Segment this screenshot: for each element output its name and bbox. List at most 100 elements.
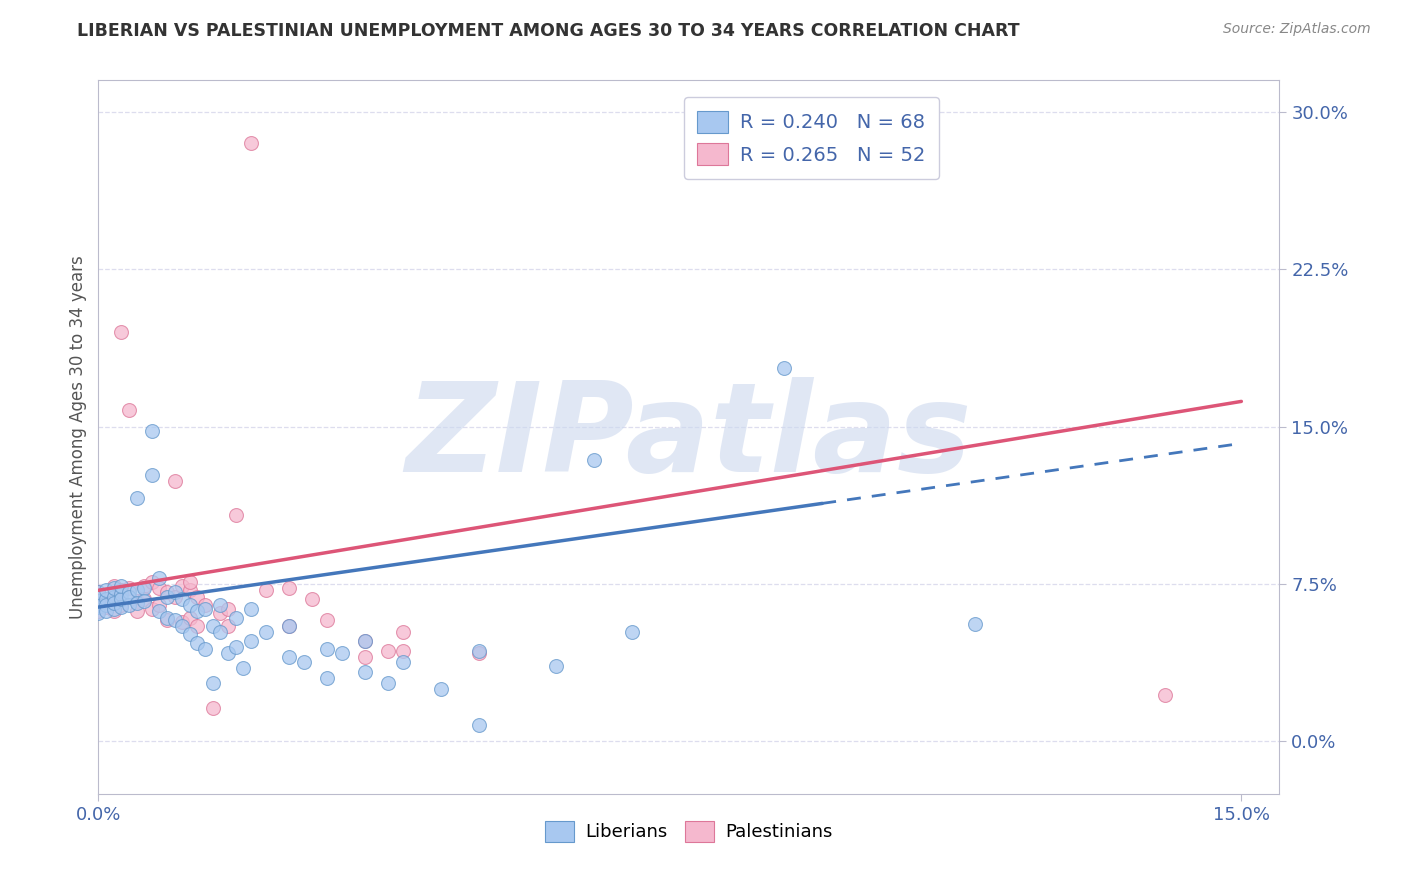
Point <box>277 619 299 633</box>
Point <box>156 590 179 604</box>
Point <box>377 644 399 658</box>
Point <box>316 642 339 657</box>
Point <box>225 640 247 654</box>
Point <box>194 642 217 657</box>
Point <box>156 610 179 624</box>
Point <box>172 619 194 633</box>
Point <box>194 602 217 616</box>
Point <box>468 644 491 658</box>
Point <box>141 574 163 589</box>
Point <box>239 136 262 151</box>
Point <box>316 613 339 627</box>
Text: Source: ZipAtlas.com: Source: ZipAtlas.com <box>1223 22 1371 37</box>
Point <box>217 619 239 633</box>
Point <box>141 424 163 438</box>
Point <box>1154 688 1177 702</box>
Y-axis label: Unemployment Among Ages 30 to 34 years: Unemployment Among Ages 30 to 34 years <box>69 255 87 619</box>
Point <box>172 591 194 606</box>
Point <box>94 600 117 615</box>
Point <box>118 585 141 599</box>
Point <box>254 583 277 598</box>
Point <box>392 644 415 658</box>
Point <box>217 602 239 616</box>
Point <box>186 604 208 618</box>
Point <box>582 453 605 467</box>
Point <box>118 590 141 604</box>
Point <box>110 587 132 601</box>
Point <box>163 590 186 604</box>
Point <box>179 598 201 612</box>
Point <box>103 579 125 593</box>
Point <box>110 591 132 606</box>
Point <box>125 594 148 608</box>
Point <box>110 598 132 612</box>
Point <box>94 583 117 598</box>
Point <box>209 625 232 640</box>
Point <box>430 681 453 696</box>
Point <box>103 581 125 595</box>
Point <box>87 594 110 608</box>
Point <box>179 583 201 598</box>
Point <box>148 581 170 595</box>
Point <box>201 675 224 690</box>
Point <box>392 655 415 669</box>
Point <box>186 590 208 604</box>
Point <box>110 600 132 615</box>
Point <box>194 598 217 612</box>
Point <box>148 598 170 612</box>
Point <box>201 701 224 715</box>
Point <box>377 675 399 690</box>
Point <box>620 625 643 640</box>
Point <box>163 585 186 599</box>
Point <box>156 613 179 627</box>
Legend: Liberians, Palestinians: Liberians, Palestinians <box>538 814 839 849</box>
Point <box>103 590 125 604</box>
Point <box>94 591 117 606</box>
Point <box>186 636 208 650</box>
Point <box>148 571 170 585</box>
Point <box>163 613 186 627</box>
Point <box>134 594 156 608</box>
Point <box>172 579 194 593</box>
Point <box>87 585 110 599</box>
Point <box>125 596 148 610</box>
Point <box>354 633 377 648</box>
Point <box>773 360 796 375</box>
Point <box>217 646 239 660</box>
Text: ZIPatlas: ZIPatlas <box>406 376 972 498</box>
Point <box>254 625 277 640</box>
Point <box>110 325 132 339</box>
Point <box>134 579 156 593</box>
Point <box>125 491 148 505</box>
Point <box>87 600 110 615</box>
Point <box>468 717 491 731</box>
Point <box>94 604 117 618</box>
Point <box>354 650 377 665</box>
Point <box>225 610 247 624</box>
Point <box>87 594 110 608</box>
Point <box>110 579 132 593</box>
Point <box>209 598 232 612</box>
Text: LIBERIAN VS PALESTINIAN UNEMPLOYMENT AMONG AGES 30 TO 34 YEARS CORRELATION CHART: LIBERIAN VS PALESTINIAN UNEMPLOYMENT AMO… <box>77 22 1019 40</box>
Point <box>277 619 299 633</box>
Point <box>134 591 156 606</box>
Point <box>277 650 299 665</box>
Point <box>163 474 186 488</box>
Point <box>392 625 415 640</box>
Point <box>201 619 224 633</box>
Point <box>301 591 323 606</box>
Point <box>186 619 208 633</box>
Point <box>103 604 125 618</box>
Point <box>354 633 377 648</box>
Point <box>239 602 262 616</box>
Point <box>125 604 148 618</box>
Point <box>141 602 163 616</box>
Point <box>316 672 339 686</box>
Point <box>225 508 247 522</box>
Point <box>125 583 148 598</box>
Point <box>330 646 353 660</box>
Point <box>544 658 567 673</box>
Point <box>94 591 117 606</box>
Point <box>179 627 201 641</box>
Point <box>118 581 141 595</box>
